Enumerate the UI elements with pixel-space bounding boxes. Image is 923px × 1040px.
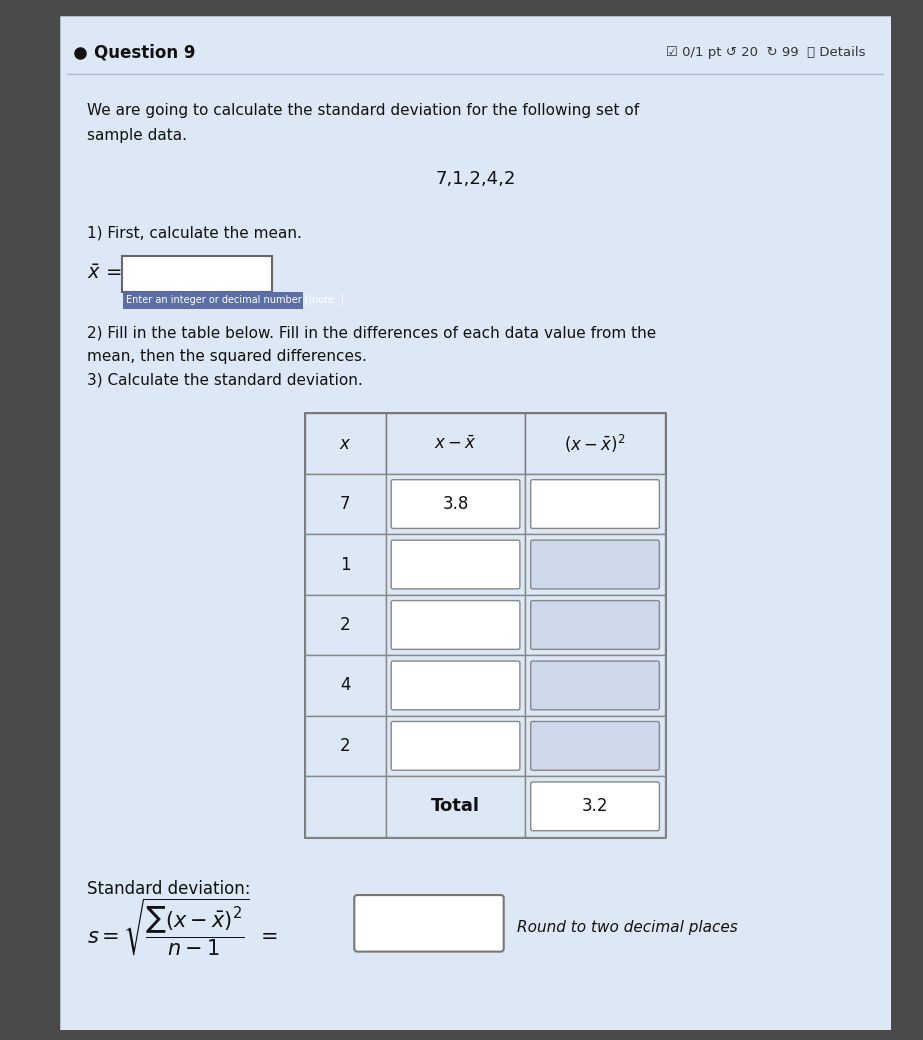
Text: Round to two decimal places: Round to two decimal places	[517, 919, 738, 935]
FancyBboxPatch shape	[531, 540, 659, 589]
Bar	[305, 413, 386, 474]
Bar	[525, 716, 665, 776]
Text: sample data.: sample data.	[87, 128, 187, 142]
Text: $(x - \bar{x})^2$: $(x - \bar{x})^2$	[564, 433, 626, 454]
FancyBboxPatch shape	[354, 895, 504, 952]
Text: 3) Calculate the standard deviation.: 3) Calculate the standard deviation.	[87, 372, 363, 388]
FancyBboxPatch shape	[531, 479, 659, 528]
FancyBboxPatch shape	[391, 540, 520, 589]
Bar	[123, 291, 303, 309]
Bar	[386, 413, 525, 474]
Bar	[525, 535, 665, 595]
Bar	[525, 655, 665, 716]
Bar	[305, 655, 386, 716]
Bar	[305, 535, 386, 595]
Text: 3.8: 3.8	[442, 495, 469, 513]
Text: 2) Fill in the table below. Fill in the differences of each data value from the: 2) Fill in the table below. Fill in the …	[87, 326, 656, 341]
Text: mean, then the squared differences.: mean, then the squared differences.	[87, 349, 366, 364]
FancyBboxPatch shape	[531, 661, 659, 710]
Text: 1) First, calculate the mean.: 1) First, calculate the mean.	[87, 226, 302, 240]
Bar	[305, 716, 386, 776]
Text: 2: 2	[340, 737, 351, 755]
Bar	[386, 716, 525, 776]
Text: 1: 1	[340, 555, 351, 573]
Bar	[525, 474, 665, 535]
FancyBboxPatch shape	[531, 722, 659, 771]
FancyBboxPatch shape	[531, 601, 659, 649]
Text: $x - \bar{x}$: $x - \bar{x}$	[434, 435, 477, 452]
FancyBboxPatch shape	[122, 257, 272, 292]
Text: ☑ 0/1 pt ↺ 20  ↻ 99  ⓘ Details: ☑ 0/1 pt ↺ 20 ↻ 99 ⓘ Details	[666, 46, 866, 59]
Text: 2: 2	[340, 616, 351, 634]
FancyBboxPatch shape	[391, 661, 520, 710]
FancyBboxPatch shape	[391, 722, 520, 771]
Bar	[305, 776, 386, 836]
Bar	[386, 655, 525, 716]
Text: $\bar{x}$ =: $\bar{x}$ =	[87, 264, 122, 283]
Text: 7,1,2,4,2: 7,1,2,4,2	[436, 170, 516, 187]
Text: Standard deviation:: Standard deviation:	[87, 881, 250, 899]
Text: Question 9: Question 9	[94, 44, 196, 61]
FancyBboxPatch shape	[391, 479, 520, 528]
Bar	[305, 474, 386, 535]
Text: We are going to calculate the standard deviation for the following set of: We are going to calculate the standard d…	[87, 103, 639, 119]
Text: $s = \sqrt{\dfrac{\sum(x - \bar{x})^2}{n-1}}$  =: $s = \sqrt{\dfrac{\sum(x - \bar{x})^2}{n…	[87, 896, 278, 958]
FancyBboxPatch shape	[531, 782, 659, 831]
Bar	[525, 776, 665, 836]
Text: 7: 7	[340, 495, 351, 513]
Text: Total: Total	[431, 798, 480, 815]
Bar	[386, 535, 525, 595]
Text: Enter an integer or decimal number [more..]: Enter an integer or decimal number [more…	[126, 295, 343, 306]
Bar	[525, 413, 665, 474]
Bar	[305, 595, 386, 655]
Bar	[386, 776, 525, 836]
Text: 4: 4	[340, 676, 351, 695]
Bar	[386, 595, 525, 655]
Text: 3.2: 3.2	[581, 798, 608, 815]
FancyBboxPatch shape	[391, 601, 520, 649]
Bar	[525, 595, 665, 655]
Bar	[386, 474, 525, 535]
Bar	[305, 413, 665, 836]
Text: $x$: $x$	[339, 435, 352, 452]
